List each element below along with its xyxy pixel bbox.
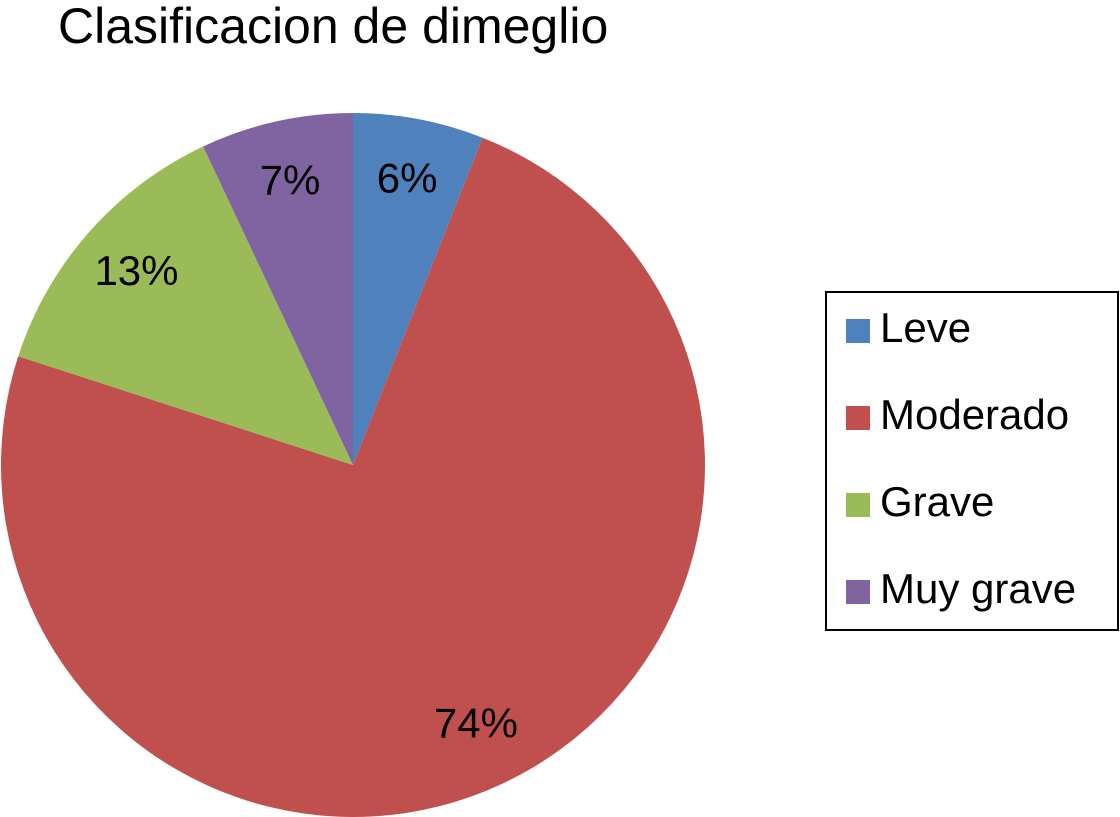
pie-slice (203, 113, 353, 465)
legend-label: Moderado (880, 391, 1069, 438)
legend-swatch (846, 493, 870, 517)
legend-swatch (846, 319, 870, 343)
data-label: 13% (94, 247, 178, 294)
chart-title: Clasificacion de dimeglio (58, 0, 608, 54)
legend-swatch (846, 406, 870, 430)
legend-label: Muy grave (880, 565, 1076, 612)
data-label: 74% (434, 699, 518, 746)
legend-label: Leve (880, 304, 971, 351)
pie-slice (353, 113, 483, 465)
data-label: 6% (377, 155, 438, 202)
legend-box (825, 291, 1119, 631)
pie-slice (1, 137, 706, 817)
data-label: 7% (260, 156, 321, 203)
legend-swatch (846, 580, 870, 604)
legend-label: Grave (880, 478, 994, 525)
pie-slice (18, 146, 353, 465)
